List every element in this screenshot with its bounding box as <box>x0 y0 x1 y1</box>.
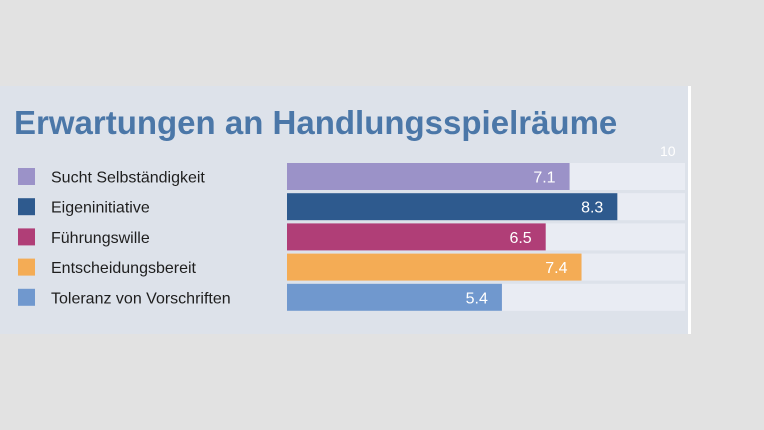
axis-max-label: 10 <box>660 143 676 159</box>
bar <box>287 193 618 221</box>
legend-swatch <box>18 198 35 216</box>
bar <box>287 253 582 281</box>
value-label: 7.1 <box>533 170 555 187</box>
chart-title: Erwartungen an Handlungsspielräume <box>14 104 618 141</box>
legend-swatch <box>18 228 35 246</box>
category-label: Sucht Selbständigkeit <box>51 170 205 187</box>
legend-swatch <box>18 288 35 306</box>
bar <box>287 283 502 311</box>
category-label: Führungswille <box>51 230 150 247</box>
category-label: Entscheidungsbereit <box>51 260 197 277</box>
category-label: Eigeninitiative <box>51 200 150 217</box>
value-label: 6.5 <box>509 230 531 247</box>
legend-swatch <box>18 258 35 276</box>
bar <box>287 163 570 190</box>
value-label: 5.4 <box>466 290 488 307</box>
panel-divider <box>688 86 691 334</box>
legend-swatch <box>18 168 35 185</box>
bar <box>287 223 546 251</box>
value-label: 8.3 <box>581 200 603 217</box>
value-label: 7.4 <box>545 260 567 277</box>
category-label: Toleranz von Vorschriften <box>51 290 231 307</box>
